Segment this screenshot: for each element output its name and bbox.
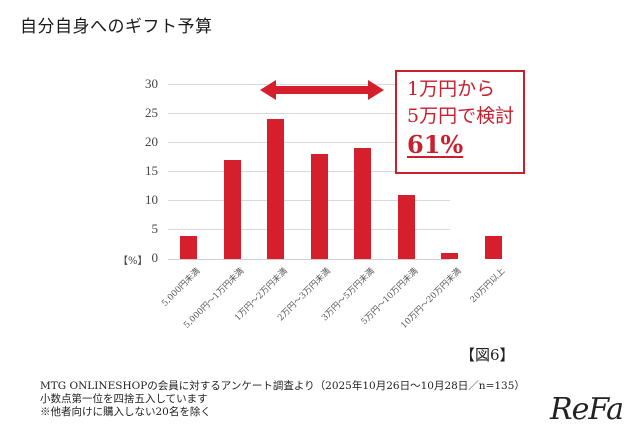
bar [397, 194, 415, 259]
y-tick-10: 10 [145, 192, 158, 207]
y-axis-unit: 【%】 [118, 256, 148, 267]
gridline [168, 142, 450, 143]
chart-title: 自分自身へのギフト予算 [20, 17, 213, 37]
x-axis-line [168, 259, 450, 260]
bar [354, 148, 371, 259]
brand-logo: ReFa [550, 392, 624, 427]
callout-percentage: 61% [407, 130, 464, 159]
footnotes: MTG ONLINESHOPの会員に対するアンケート調査より（2025年10月2… [40, 380, 525, 419]
y-tick-30: 30 [145, 76, 158, 91]
x-tick-label: 20万円以上 [468, 266, 507, 306]
bar [484, 235, 502, 259]
y-tick-5: 5 [151, 221, 159, 236]
callout-line2: 5万円で検討 [407, 105, 515, 127]
y-tick-15: 15 [145, 163, 158, 178]
bar-chart: 30 25 20 15 10 5 0 【%】 5,000円未満 5,000円〜1万… [118, 70, 525, 331]
x-tick-label: 5,000円未満 [160, 266, 203, 309]
double-arrow-icon [260, 80, 384, 100]
gridline [168, 113, 450, 114]
footnote-exclusion: ※他者向けに購入しない20名を除く [40, 406, 211, 418]
y-tick-20: 20 [145, 134, 158, 149]
gridline [168, 171, 450, 172]
footnote-source: MTG ONLINESHOPの会員に対するアンケート調査より（2025年10月2… [40, 380, 525, 392]
gridline [168, 229, 450, 230]
figure-label: 【図6】 [460, 346, 515, 364]
y-tick-0: 0 [151, 250, 159, 265]
bar [223, 159, 241, 259]
bar [441, 253, 458, 259]
bar [180, 235, 197, 259]
gridline [168, 84, 450, 85]
bar [267, 119, 284, 259]
gridline [168, 200, 450, 201]
footnote-rounding: 小数点第一位を四捨五入しています [40, 393, 208, 405]
callout-box: 1万円から 5万円で検討 61% [395, 70, 525, 174]
callout-line1: 1万円から [407, 78, 496, 100]
y-tick-25: 25 [145, 105, 158, 120]
bar [310, 154, 328, 259]
